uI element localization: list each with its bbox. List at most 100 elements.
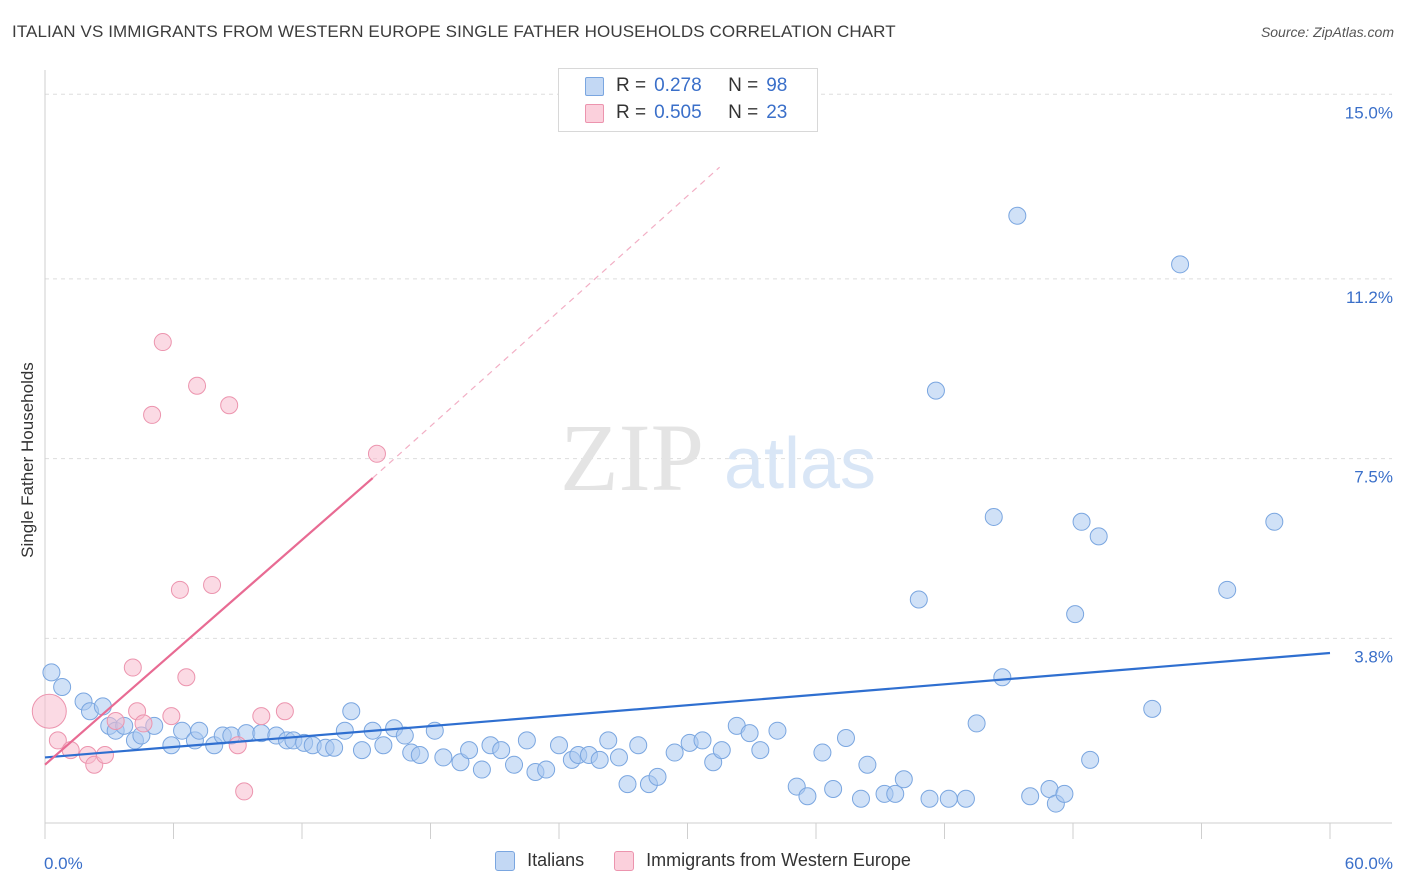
italians-point[interactable]	[984, 507, 1003, 526]
western-europe-point[interactable]	[123, 658, 142, 677]
r-value: 0.505	[654, 102, 702, 123]
italians-point[interactable]	[858, 755, 877, 774]
western-europe-point[interactable]	[170, 580, 189, 599]
italians-point[interactable]	[342, 702, 361, 721]
italians-point[interactable]	[1008, 206, 1027, 225]
italians-point[interactable]	[550, 736, 568, 755]
italians-point[interactable]	[920, 789, 939, 808]
italians-point[interactable]	[712, 741, 731, 760]
italians-point[interactable]	[926, 381, 945, 400]
italians-point[interactable]	[162, 736, 181, 755]
italians-point[interactable]	[460, 741, 479, 760]
western-europe-points	[31, 333, 386, 801]
n-value: 23	[766, 102, 788, 123]
western-europe-point[interactable]	[252, 707, 271, 726]
italians-point[interactable]	[851, 789, 870, 808]
italians-point[interactable]	[374, 736, 393, 755]
western-europe-swatch	[614, 850, 635, 871]
italians-point[interactable]	[740, 724, 759, 743]
tick-labels: 3.8% 7.5% 11.2% 15.0% 0.0% 60.0%	[44, 103, 1393, 873]
italians-point[interactable]	[537, 760, 556, 779]
italians-point[interactable]	[768, 721, 787, 740]
legend-row-western-europe: R = 0.505 N = 23	[585, 101, 787, 125]
western-europe-point[interactable]	[177, 668, 196, 687]
western-europe-point[interactable]	[367, 444, 386, 463]
italians-point[interactable]	[1143, 699, 1162, 718]
italians-point[interactable]	[629, 736, 648, 755]
italians-point[interactable]	[1081, 750, 1100, 769]
italians-point[interactable]	[1021, 787, 1040, 806]
italians-point[interactable]	[517, 731, 536, 750]
r-label: R =	[616, 75, 647, 96]
legend-label: Italians	[527, 850, 585, 870]
italians-point[interactable]	[836, 728, 855, 747]
y-tick-label: 7.5%	[1354, 468, 1393, 487]
italians-trend-line	[44, 651, 1331, 759]
legend-item-italians[interactable]: Italians	[495, 850, 584, 871]
trend-lines	[44, 166, 1331, 766]
italians-point[interactable]	[967, 714, 986, 733]
western-europe-point[interactable]	[134, 714, 153, 733]
italians-point[interactable]	[505, 755, 524, 774]
western-europe-point[interactable]	[235, 782, 254, 801]
western-europe-swatch	[585, 103, 604, 123]
italians-point[interactable]	[1218, 580, 1237, 599]
italians-point[interactable]	[886, 784, 905, 803]
x-tick-label-min: 0.0%	[44, 854, 83, 873]
italians-point[interactable]	[325, 738, 344, 757]
italians-point[interactable]	[472, 760, 491, 779]
series-legend: Italians Immigrants from Western Europe	[0, 850, 1406, 871]
italians-point[interactable]	[335, 721, 354, 740]
western-europe-point[interactable]	[188, 376, 207, 395]
italians-point[interactable]	[395, 726, 414, 745]
italians-points	[42, 206, 1284, 813]
western-europe-point[interactable]	[228, 736, 247, 755]
western-europe-point[interactable]	[162, 707, 181, 726]
watermark-atlas: atlas	[724, 424, 876, 504]
italians-point[interactable]	[1055, 784, 1074, 803]
italians-point[interactable]	[492, 741, 511, 760]
western-europe-point[interactable]	[48, 731, 67, 750]
italians-point[interactable]	[993, 668, 1012, 687]
italians-point[interactable]	[648, 767, 667, 786]
italians-point[interactable]	[53, 677, 72, 696]
italians-point[interactable]	[693, 731, 712, 750]
western-europe-point[interactable]	[203, 575, 222, 594]
italians-point[interactable]	[956, 789, 975, 808]
italians-point[interactable]	[813, 743, 832, 762]
italians-point[interactable]	[1072, 512, 1091, 531]
italians-point[interactable]	[599, 731, 618, 750]
r-label: R =	[616, 102, 647, 123]
italians-point[interactable]	[1265, 512, 1284, 531]
legend-item-western-europe[interactable]: Immigrants from Western Europe	[614, 850, 911, 871]
italians-point[interactable]	[1171, 255, 1190, 274]
italians-point[interactable]	[939, 789, 958, 808]
italians-point[interactable]	[410, 745, 429, 764]
western-europe-point[interactable]	[153, 333, 172, 352]
italians-point[interactable]	[751, 741, 770, 760]
western-europe-point[interactable]	[143, 405, 162, 424]
western-europe-point[interactable]	[95, 745, 114, 764]
italians-point[interactable]	[665, 743, 684, 762]
italians-point[interactable]	[909, 590, 928, 609]
italians-point[interactable]	[609, 748, 628, 767]
western-europe-point[interactable]	[220, 396, 239, 415]
western-europe-point[interactable]	[106, 711, 125, 730]
italians-point[interactable]	[824, 779, 843, 798]
italians-point[interactable]	[618, 775, 637, 794]
n-label: N =	[728, 75, 759, 96]
western-europe-point[interactable]	[275, 702, 294, 721]
italians-point[interactable]	[798, 787, 817, 806]
legend-label: Immigrants from Western Europe	[646, 850, 911, 870]
italians-point[interactable]	[1089, 527, 1108, 546]
italians-point[interactable]	[590, 750, 609, 769]
western-europe-point[interactable]	[31, 693, 67, 729]
italians-point[interactable]	[42, 663, 61, 682]
italians-point[interactable]	[93, 697, 112, 716]
italians-point[interactable]	[190, 721, 209, 740]
italians-point[interactable]	[1066, 605, 1085, 624]
italians-point[interactable]	[352, 741, 371, 760]
italians-point[interactable]	[894, 770, 913, 789]
gridlines	[45, 93, 1392, 639]
italians-point[interactable]	[434, 748, 453, 767]
